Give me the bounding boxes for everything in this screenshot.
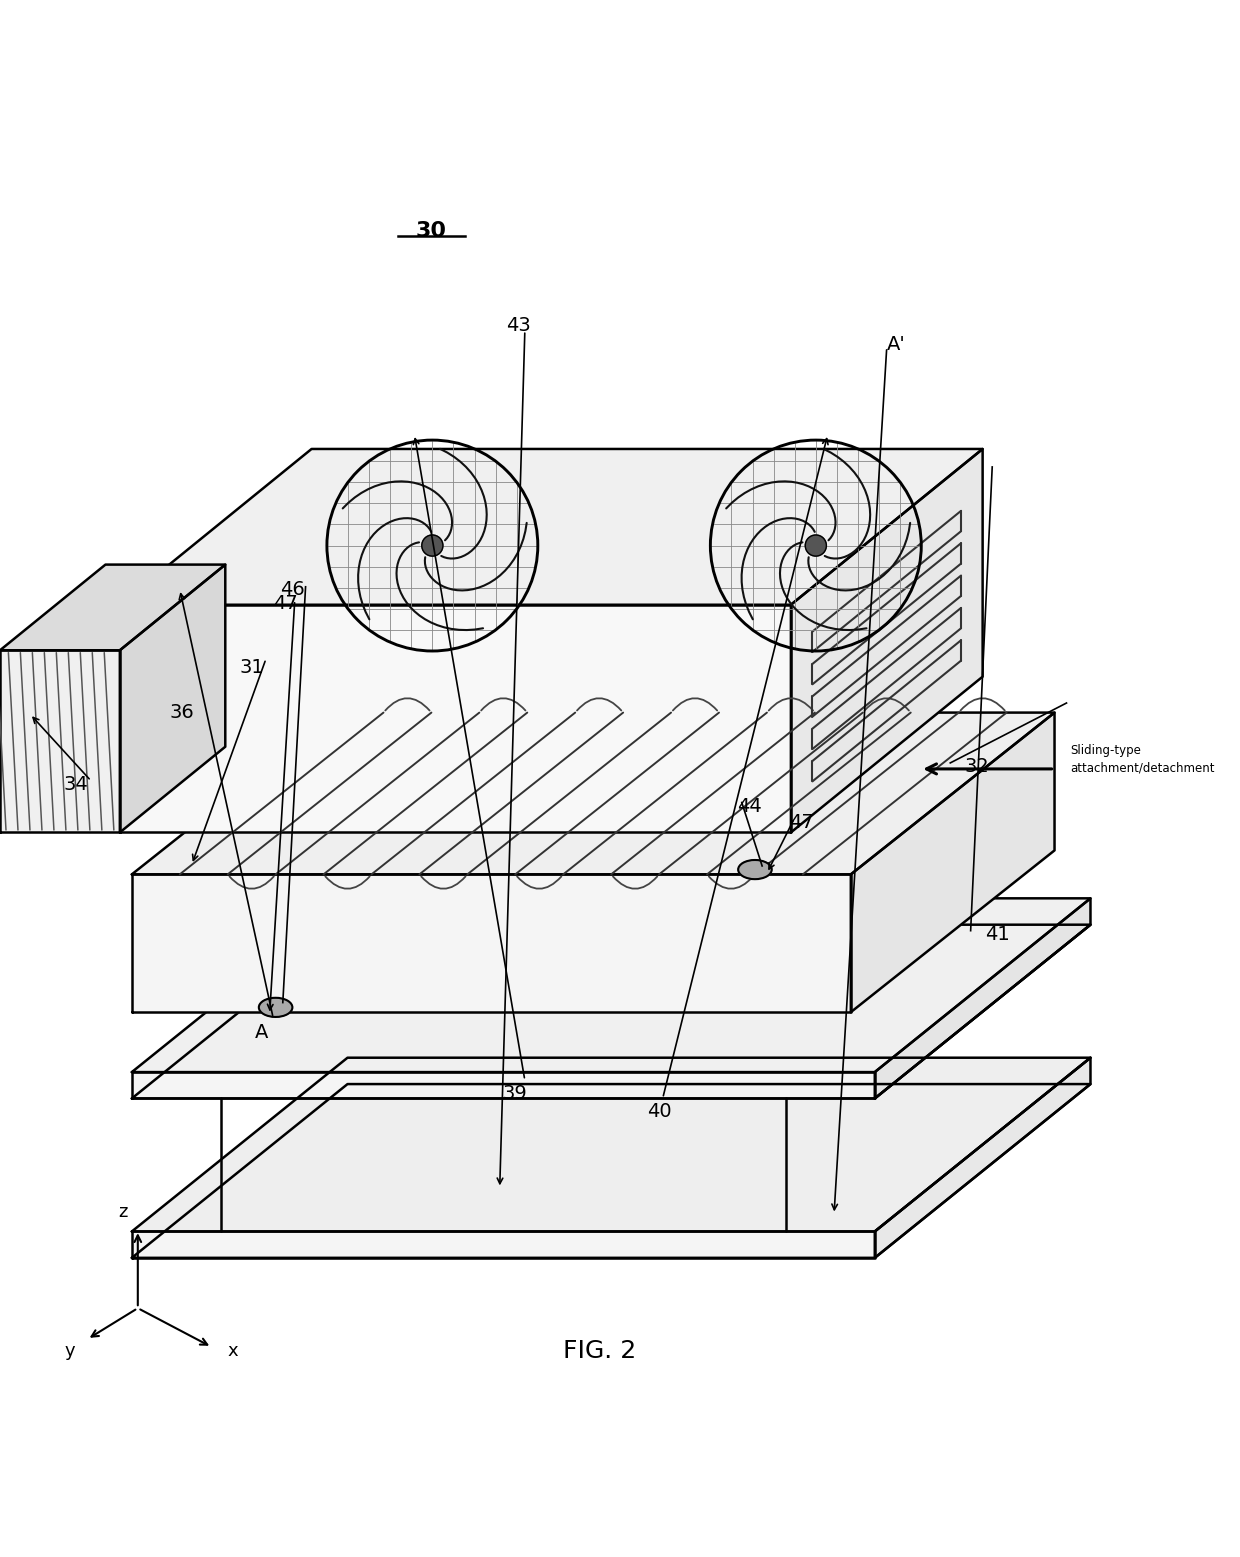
Polygon shape	[131, 1232, 874, 1258]
Polygon shape	[874, 1057, 1090, 1258]
Ellipse shape	[738, 859, 771, 880]
Text: y: y	[64, 1342, 76, 1359]
Polygon shape	[131, 898, 1090, 1073]
Text: 32: 32	[965, 757, 990, 775]
Text: 34: 34	[63, 775, 88, 794]
Text: Sliding-type
attachment/detachment: Sliding-type attachment/detachment	[1070, 744, 1215, 774]
Text: 43: 43	[506, 316, 531, 335]
Text: 47: 47	[790, 813, 813, 833]
Polygon shape	[851, 713, 1054, 1012]
Text: x: x	[228, 1342, 238, 1359]
Text: 47: 47	[273, 595, 298, 613]
Text: 31: 31	[239, 657, 264, 677]
Polygon shape	[131, 1057, 1090, 1232]
Text: 44: 44	[737, 797, 761, 816]
Circle shape	[422, 536, 443, 556]
Text: 46: 46	[280, 579, 305, 598]
Polygon shape	[120, 604, 791, 833]
Polygon shape	[131, 925, 1090, 1098]
Text: A: A	[254, 1023, 268, 1042]
Polygon shape	[131, 1073, 874, 1098]
Text: 40: 40	[647, 1102, 671, 1121]
Polygon shape	[120, 565, 226, 833]
Text: z: z	[119, 1202, 128, 1221]
Circle shape	[805, 536, 826, 556]
Polygon shape	[0, 565, 226, 651]
Text: A': A'	[887, 335, 905, 353]
Polygon shape	[791, 448, 982, 833]
Polygon shape	[120, 448, 982, 604]
Text: 36: 36	[170, 704, 195, 722]
Text: 30: 30	[415, 221, 446, 241]
Text: 39: 39	[503, 1084, 528, 1104]
Text: FIG. 2: FIG. 2	[563, 1339, 636, 1364]
Polygon shape	[131, 875, 851, 1012]
Polygon shape	[874, 898, 1090, 1098]
Ellipse shape	[259, 998, 293, 1017]
Polygon shape	[131, 1084, 1090, 1258]
Polygon shape	[131, 713, 1054, 875]
Polygon shape	[0, 651, 120, 833]
Text: 41: 41	[985, 925, 1009, 944]
